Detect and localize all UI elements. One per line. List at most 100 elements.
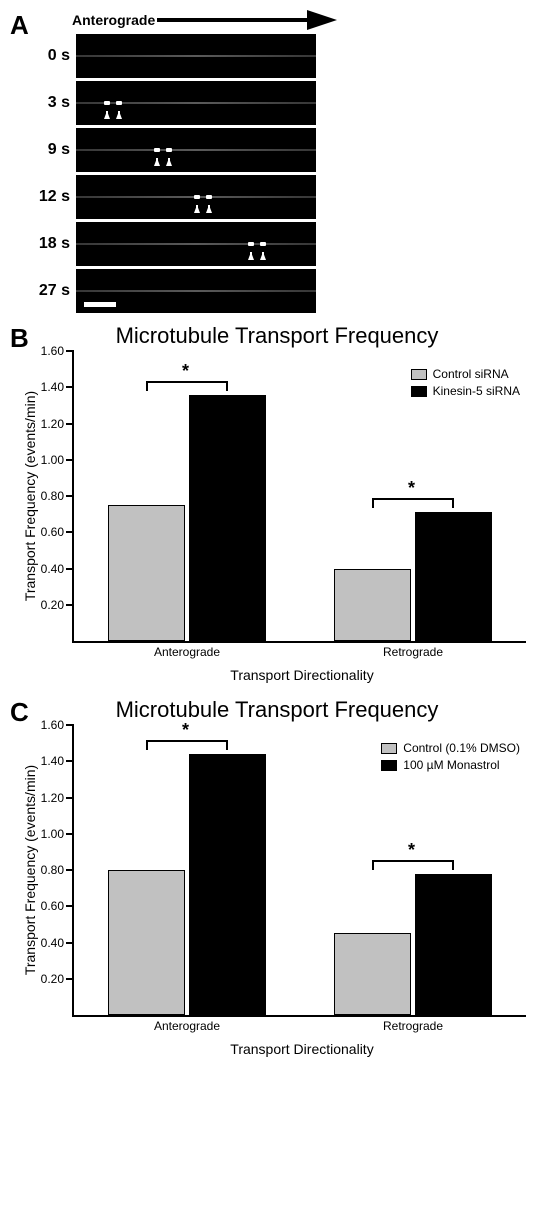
arrow-shaft-icon xyxy=(157,18,307,22)
legend-label: Kinesin-5 siRNA xyxy=(433,384,520,398)
bar xyxy=(189,395,266,642)
micrograph-row: 27 s xyxy=(22,269,317,313)
y-tick-label: 0.60 xyxy=(41,899,74,913)
panel-b-container: B Microtubule Transport Frequency Transp… xyxy=(10,323,538,683)
bar xyxy=(334,933,411,1015)
legend-label: 100 µM Monastrol xyxy=(403,758,499,772)
axon-line xyxy=(76,149,316,151)
micrograph-frame xyxy=(76,34,316,78)
pointer-arrow-icon xyxy=(194,205,200,213)
bar xyxy=(415,512,492,641)
panel-a-container: A Anterograde 0 s3 s9 s12 s18 s27 s xyxy=(10,10,538,313)
legend-swatch xyxy=(381,760,397,771)
legend-item: Control siRNA xyxy=(411,367,520,381)
chart-b-title: Microtubule Transport Frequency xyxy=(22,323,532,349)
axon-line xyxy=(76,290,316,292)
particle xyxy=(260,242,266,246)
y-tick-label: 1.60 xyxy=(41,718,74,732)
micrograph-frame xyxy=(76,175,316,219)
y-tick-label: 1.00 xyxy=(41,453,74,467)
x-tick-label: Anterograde xyxy=(154,1015,220,1033)
micrograph-frame xyxy=(76,128,316,172)
pointer-arrow-icon xyxy=(260,252,266,260)
axon-line xyxy=(76,55,316,57)
anterograde-arrow: Anterograde xyxy=(72,10,317,30)
time-label: 9 s xyxy=(22,141,76,159)
chart-c: Microtubule Transport Frequency Transpor… xyxy=(22,697,532,1057)
pointer-arrow-icon xyxy=(166,158,172,166)
legend-label: Control siRNA xyxy=(433,367,509,381)
y-tick-label: 1.40 xyxy=(41,380,74,394)
bar xyxy=(108,505,185,641)
axon-line xyxy=(76,243,316,245)
x-tick-label: Retrograde xyxy=(383,641,443,659)
bar xyxy=(189,754,266,1015)
micrograph-stack: 0 s 3 s 9 s 12 s 18 s 27 s xyxy=(22,34,317,313)
axon-line xyxy=(76,102,316,104)
micrograph-row: 0 s xyxy=(22,34,317,78)
significance-star: * xyxy=(182,361,189,382)
time-label: 3 s xyxy=(22,94,76,112)
y-tick-label: 0.80 xyxy=(41,489,74,503)
bar xyxy=(415,874,492,1015)
micrograph-row: 12 s xyxy=(22,175,317,219)
y-tick-label: 0.20 xyxy=(41,598,74,612)
significance-bracket xyxy=(146,381,227,389)
legend-swatch xyxy=(411,386,427,397)
chart-c-ylabel: Transport Frequency (events/min) xyxy=(22,765,38,975)
y-tick-label: 1.00 xyxy=(41,827,74,841)
chart-b-ylabel: Transport Frequency (events/min) xyxy=(22,391,38,601)
significance-star: * xyxy=(408,840,415,861)
micrograph-row: 3 s xyxy=(22,81,317,125)
legend: Control siRNA Kinesin-5 siRNA xyxy=(411,367,520,401)
legend: Control (0.1% DMSO) 100 µM Monastrol xyxy=(381,741,520,775)
legend-item: Kinesin-5 siRNA xyxy=(411,384,520,398)
chart-c-area: Transport Frequency (events/min) 0.200.4… xyxy=(72,725,526,1017)
y-tick-label: 0.40 xyxy=(41,936,74,950)
micrograph-row: 9 s xyxy=(22,128,317,172)
direction-label: Anterograde xyxy=(72,12,155,28)
panel-b-label: B xyxy=(10,323,29,354)
particle xyxy=(248,242,254,246)
particle xyxy=(194,195,200,199)
y-tick-label: 0.20 xyxy=(41,972,74,986)
particle xyxy=(116,101,122,105)
micrograph-frame xyxy=(76,269,316,313)
chart-c-xlabel: Transport Directionality xyxy=(72,1041,532,1057)
arrow-head-icon xyxy=(307,10,337,30)
significance-bracket xyxy=(372,498,453,506)
panel-c-label: C xyxy=(10,697,29,728)
scale-bar xyxy=(84,302,116,307)
panel-c-container: C Microtubule Transport Frequency Transp… xyxy=(10,697,538,1057)
y-tick-label: 1.20 xyxy=(41,791,74,805)
y-tick-label: 1.20 xyxy=(41,417,74,431)
pointer-arrow-icon xyxy=(104,111,110,119)
y-tick-label: 0.40 xyxy=(41,562,74,576)
legend-swatch xyxy=(411,369,427,380)
time-label: 0 s xyxy=(22,47,76,65)
chart-b-area: Transport Frequency (events/min) 0.200.4… xyxy=(72,351,526,643)
significance-star: * xyxy=(182,720,189,741)
particle xyxy=(104,101,110,105)
time-label: 18 s xyxy=(22,235,76,253)
chart-c-title: Microtubule Transport Frequency xyxy=(22,697,532,723)
y-tick-label: 0.60 xyxy=(41,525,74,539)
micrograph-row: 18 s xyxy=(22,222,317,266)
legend-label: Control (0.1% DMSO) xyxy=(403,741,520,755)
micrograph-frame xyxy=(76,81,316,125)
bar xyxy=(334,569,411,642)
significance-star: * xyxy=(408,478,415,499)
particle xyxy=(154,148,160,152)
particle xyxy=(166,148,172,152)
bar xyxy=(108,870,185,1015)
pointer-arrow-icon xyxy=(116,111,122,119)
x-tick-label: Retrograde xyxy=(383,1015,443,1033)
legend-item: Control (0.1% DMSO) xyxy=(381,741,520,755)
legend-item: 100 µM Monastrol xyxy=(381,758,520,772)
pointer-arrow-icon xyxy=(206,205,212,213)
chart-b: Microtubule Transport Frequency Transpor… xyxy=(22,323,532,683)
chart-b-xlabel: Transport Directionality xyxy=(72,667,532,683)
significance-bracket xyxy=(146,740,227,748)
time-label: 27 s xyxy=(22,282,76,300)
y-tick-label: 1.40 xyxy=(41,754,74,768)
